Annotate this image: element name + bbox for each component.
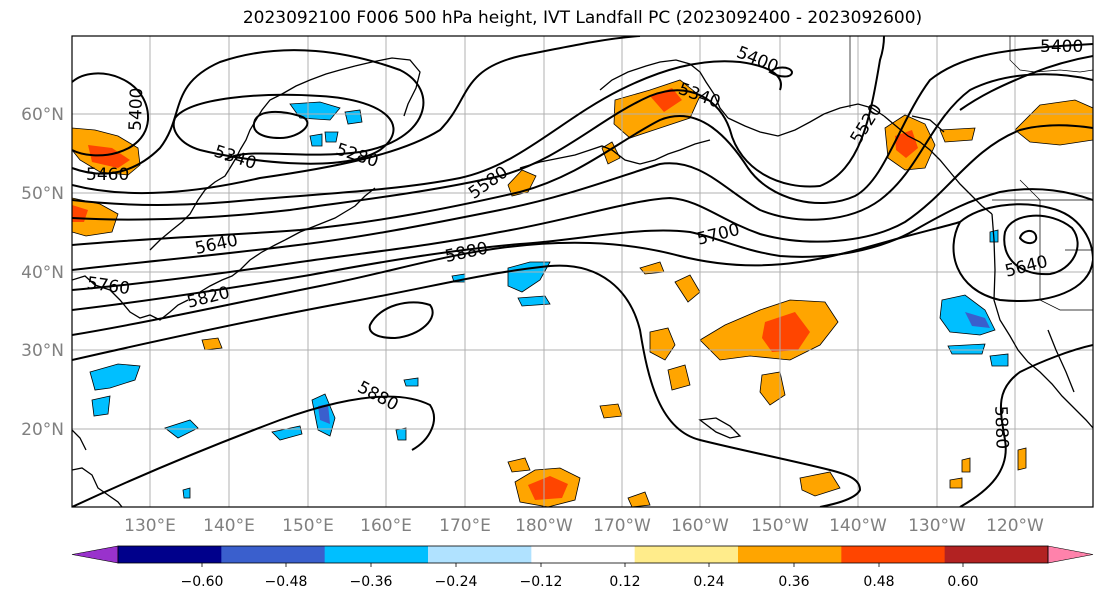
lon-label: 150°E: [282, 516, 334, 536]
colorbar-frame: [117, 545, 1049, 564]
colorbar-segment: [118, 546, 222, 563]
colorbar-tick-label: 0.36: [778, 574, 809, 590]
colorbar-segment: [738, 546, 842, 563]
contour-label: 5400: [1040, 37, 1083, 57]
lon-label: 160°W: [671, 516, 729, 536]
colorbar-tick-label: 0.60: [947, 574, 978, 590]
colorbar-segment: [634, 546, 739, 563]
lon-label: 180°W: [515, 516, 573, 536]
colorbar-tick-label: 0.48: [863, 574, 894, 590]
lon-label: 150°W: [751, 516, 809, 536]
height-contours: [72, 36, 1093, 507]
lon-label: 140°W: [829, 516, 887, 536]
lon-label: 130°E: [124, 516, 176, 536]
colorbar-segment: [71, 545, 119, 564]
colorbar-tick-label: −0.24: [435, 574, 478, 590]
colorbar-segment: [324, 546, 429, 563]
colorbar-tick-label: 0.24: [693, 574, 724, 590]
lon-label: 160°E: [360, 516, 412, 536]
lat-label: 20°N: [21, 420, 64, 440]
colorbar-ticks: −0.60 −0.48 −0.36 −0.24 −0.12 0.12 0.24 …: [181, 574, 979, 590]
map-title: 2023092100 F006 500 hPa height, IVT Land…: [242, 8, 923, 28]
colorbar-segment: [531, 546, 636, 563]
contour-label: 5460: [86, 165, 129, 185]
lon-label: 130°W: [908, 516, 966, 536]
lat-label: 30°N: [21, 341, 64, 361]
lon-label: 120°W: [986, 516, 1044, 536]
colorbar-segment: [1047, 545, 1094, 564]
colorbar-tick-label: −0.36: [350, 574, 393, 590]
map-frame: [71, 35, 1094, 508]
lon-labels: 130°E 140°E 150°E 160°E 170°E 180°W 170°…: [124, 516, 1044, 536]
contour-label: 5880: [990, 405, 1011, 449]
colorbar-segment: [944, 546, 1049, 563]
ivt-shading: [72, 79, 1093, 507]
lat-label: 40°N: [21, 263, 64, 283]
colorbar-segment: [841, 546, 946, 563]
lat-label: 60°N: [21, 105, 64, 125]
colorbar-tick-label: −0.60: [181, 574, 224, 590]
colorbar-segment: [428, 546, 532, 563]
lat-labels: 60°N 50°N 40°N 30°N 20°N: [21, 105, 64, 440]
lon-label: 170°E: [439, 516, 491, 536]
colorbar-segment: [221, 546, 326, 563]
lat-label: 50°N: [21, 184, 64, 204]
colorbar-tick-label: −0.12: [520, 574, 563, 590]
lon-label: 140°E: [203, 516, 255, 536]
lon-label: 170°W: [593, 516, 651, 536]
colorbar-tick-label: −0.48: [265, 574, 308, 590]
colorbar-tick-label: 0.12: [609, 574, 640, 590]
colorbar: [71, 545, 1094, 567]
contour-label: 5400: [126, 87, 147, 131]
